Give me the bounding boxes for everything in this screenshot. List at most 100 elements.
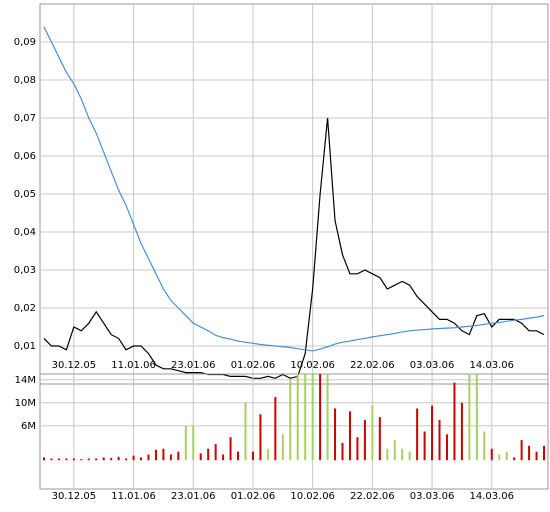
volume-bar: [528, 445, 531, 461]
volume-bar: [65, 458, 68, 461]
x-tick-label: 23.01.06: [171, 491, 216, 502]
volume-bar: [363, 420, 366, 461]
volume-bar: [140, 457, 143, 461]
volume-bar: [192, 425, 195, 461]
volume-bar: [483, 431, 486, 461]
volume-bar: [401, 448, 404, 461]
x-tick-label: 14.03.06: [469, 360, 514, 371]
volume-bar: [311, 374, 314, 461]
volume-bar: [431, 405, 434, 461]
x-tick-label: 01.02.06: [231, 360, 276, 371]
volume-bar: [468, 374, 471, 461]
y-tick-label: 0,01: [14, 341, 36, 352]
volume-bar: [423, 431, 426, 461]
volume-bar: [505, 451, 508, 461]
plot-frame: [39, 373, 549, 490]
volume-bar: [110, 457, 113, 461]
volume-bar: [520, 440, 523, 461]
volume-bar: [304, 374, 307, 461]
x-tick-label: 30.12.05: [52, 491, 97, 502]
volume-bar: [535, 451, 538, 461]
line-series: [43, 26, 545, 352]
volume-bar: [214, 444, 217, 461]
volume-bar: [378, 417, 381, 461]
volume-bar: [72, 458, 75, 461]
volume-bar: [50, 458, 53, 461]
y-tick-label: 0,08: [14, 75, 36, 86]
x-tick-label: 22.02.06: [350, 491, 395, 502]
volume-bar: [95, 458, 98, 461]
volume-bar: [184, 425, 187, 461]
volume-bar: [259, 414, 262, 461]
volume-bar: [162, 448, 165, 461]
volume-bar: [177, 451, 180, 461]
volume-bar: [371, 405, 374, 461]
volume-bar: [80, 459, 83, 461]
volume-bar: [490, 448, 493, 461]
volume-bar: [132, 455, 135, 461]
y-tick-label: 6M: [21, 421, 36, 432]
y-tick-label: 0,05: [14, 189, 36, 200]
volume-bar: [319, 374, 322, 461]
volume-bar: [445, 434, 448, 461]
x-tick-label: 23.01.06: [171, 360, 216, 371]
volume-bar: [154, 449, 157, 461]
x-tick-label: 03.03.06: [410, 360, 455, 371]
volume-bar: [229, 437, 232, 461]
volume-bar: [125, 458, 128, 461]
volume-bar: [222, 454, 225, 461]
volume-bar: [393, 440, 396, 461]
y-tick-label: 14M: [15, 375, 36, 386]
x-tick-label: 03.03.06: [410, 491, 455, 502]
volume-bar: [117, 456, 120, 461]
y-tick-label: 10M: [15, 398, 36, 409]
volume-bar: [266, 448, 269, 461]
volume-bar: [341, 443, 344, 461]
volume-bar: [296, 374, 299, 461]
plot-area: [43, 26, 545, 379]
volume-bar: [475, 374, 478, 461]
volume-bar: [513, 457, 516, 461]
volume-bar: [244, 402, 247, 461]
x-tick-label: 30.12.05: [52, 360, 97, 371]
x-tick-label: 14.03.06: [469, 491, 514, 502]
plot-area: [43, 374, 545, 461]
y-tick-label: 0,06: [14, 151, 36, 162]
volume-bar: [207, 448, 210, 461]
volume-bar: [416, 408, 419, 461]
line-series: [43, 117, 545, 379]
volume-bar: [498, 454, 501, 461]
volume-bar: [356, 437, 359, 461]
y-tick-label: 0,04: [14, 227, 36, 238]
volume-bar: [43, 457, 45, 461]
volume-bar: [408, 451, 411, 461]
y-tick-label: 0,03: [14, 265, 36, 276]
x-tick-label: 10.02.06: [290, 360, 335, 371]
volume-bar: [237, 451, 240, 461]
volume-bar: [453, 382, 456, 461]
x-tick-label: 01.02.06: [231, 491, 276, 502]
y-tick-label: 0,02: [14, 303, 36, 314]
volume-bar: [289, 379, 292, 461]
x-tick-label: 11.01.06: [111, 491, 156, 502]
volume-bar: [102, 457, 105, 461]
x-tick-label: 11.01.06: [111, 360, 156, 371]
volume-bar: [281, 434, 284, 461]
volume-bar: [348, 411, 351, 461]
volume-bar: [460, 402, 463, 461]
volume-bar: [147, 454, 150, 461]
volume-bar: [57, 458, 60, 461]
volume-bar: [326, 374, 329, 461]
volume-bar: [251, 451, 254, 461]
y-tick-label: 0,09: [14, 37, 36, 48]
volume-bar: [386, 448, 389, 461]
volume-bar: [543, 445, 545, 461]
volume-bar: [274, 397, 277, 461]
volume-bar: [438, 420, 441, 461]
volume-bar: [87, 458, 90, 461]
volume-bar: [199, 453, 202, 461]
volume-bar: [334, 408, 337, 461]
x-tick-label: 22.02.06: [350, 360, 395, 371]
volume-bar: [169, 454, 172, 461]
